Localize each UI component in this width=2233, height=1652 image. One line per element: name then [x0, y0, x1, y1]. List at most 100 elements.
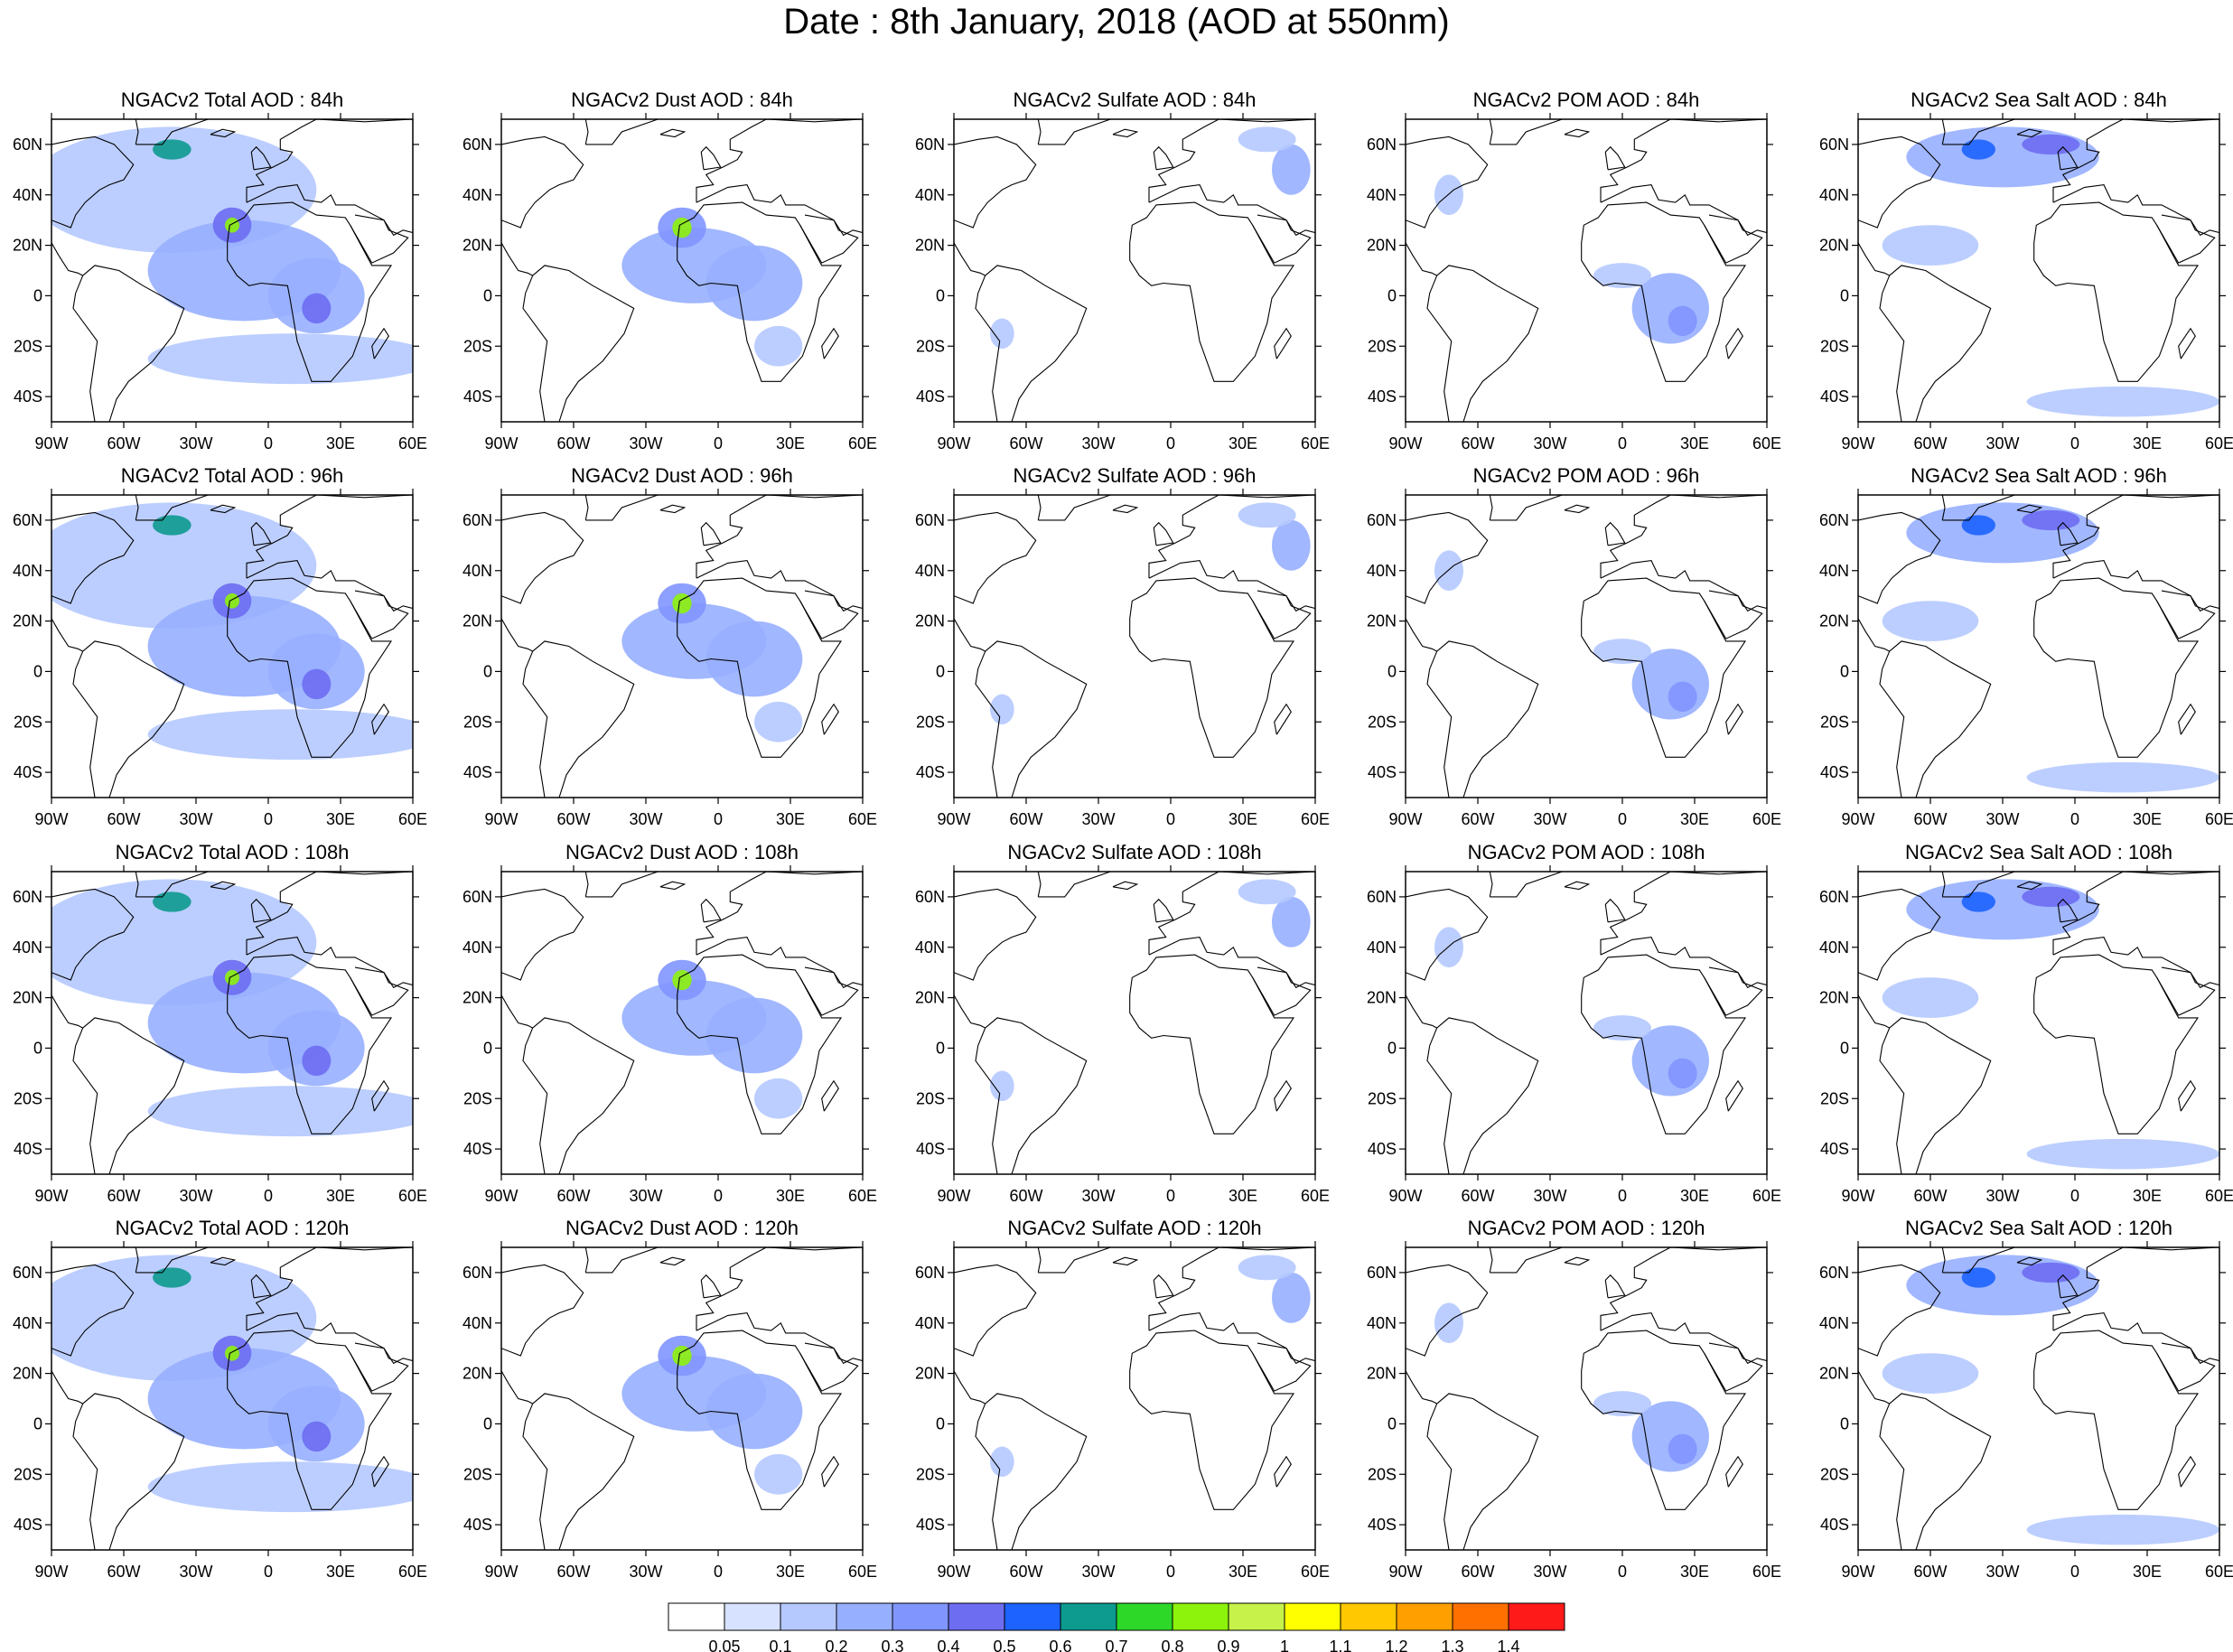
aerosol-field — [754, 1453, 803, 1495]
coastline — [72, 1393, 185, 1550]
map-area — [1858, 119, 2219, 422]
coastline — [2033, 1330, 2200, 1510]
coastline — [799, 966, 859, 1016]
panel-title: NGACv2 Total AOD : 96h — [121, 464, 344, 487]
coastline — [821, 1455, 839, 1488]
coastline — [1564, 881, 1591, 891]
colorbar-swatch — [724, 1602, 781, 1631]
coastline — [821, 703, 839, 735]
lon-tick-label: 0 — [264, 1563, 273, 1581]
lat-tick-label: 0 — [33, 1039, 42, 1057]
lon-tick-label: 0 — [1166, 1187, 1175, 1205]
panel-title: NGACv2 Total AOD : 84h — [121, 89, 344, 111]
lon-tick-label: 30W — [1985, 1563, 2019, 1581]
lon-tick-label: 90W — [484, 810, 518, 828]
map-frame — [1405, 1246, 1768, 1551]
aerosol-field — [2022, 886, 2080, 908]
coastline — [2178, 703, 2196, 735]
lon-tick-label: 60W — [1461, 810, 1494, 828]
map-frame — [1857, 494, 2220, 798]
coastline — [1153, 145, 1174, 171]
map-area — [501, 495, 863, 798]
lon-tick-label: 90W — [1841, 1563, 1874, 1581]
lat-tick-label: 20S — [1368, 337, 1397, 355]
aerosol-field — [302, 1045, 332, 1077]
lon-tick-label: 30E — [1680, 1563, 1709, 1581]
coastline — [1406, 888, 1489, 981]
coastline — [1252, 590, 1312, 639]
lon-tick-label: 0 — [2070, 1187, 2079, 1205]
colorbar-swatch — [1228, 1602, 1285, 1631]
coastline — [954, 1264, 1037, 1357]
coastline — [1148, 119, 1315, 237]
coastline — [1581, 201, 1747, 382]
lon-tick-label: 0 — [1166, 434, 1175, 453]
lat-tick-label: 40S — [916, 763, 945, 781]
coastline — [2178, 327, 2196, 359]
coastline — [1037, 872, 1111, 898]
coastline — [677, 577, 843, 758]
coastline — [135, 495, 209, 521]
lon-tick-label: 60W — [107, 1187, 140, 1205]
lon-tick-label: 90W — [34, 1187, 68, 1205]
lon-tick-label: 60W — [1461, 1187, 1494, 1205]
lat-tick-label: 40N — [462, 938, 492, 957]
coastline — [227, 201, 393, 382]
map-area — [501, 872, 863, 1174]
colorbar-label: 1 — [1280, 1638, 1289, 1652]
lat-tick-label: 40S — [14, 387, 42, 406]
aerosol-field — [153, 515, 192, 536]
coastline — [501, 242, 533, 276]
lon-tick-label: 30E — [1229, 1563, 1257, 1581]
map-area — [51, 1247, 413, 1550]
lat-tick-label: 40S — [1820, 1516, 1849, 1534]
map-frame — [1405, 118, 1768, 423]
coastline — [584, 872, 659, 898]
lat-tick-label: 40S — [1368, 763, 1397, 781]
lon-tick-label: 30W — [629, 1187, 662, 1205]
map-frame — [500, 871, 864, 1175]
aerosol-field — [1593, 263, 1651, 289]
coastline — [1112, 128, 1139, 138]
coastline — [2052, 495, 2219, 612]
lat-tick-label: 40N — [13, 562, 42, 580]
coastline — [1564, 128, 1591, 138]
lon-tick-label: 30W — [629, 1563, 662, 1581]
coastline — [1112, 881, 1139, 891]
map-frame — [1857, 118, 2220, 423]
panel-title: NGACv2 Dust AOD : 84h — [571, 89, 793, 111]
aerosol-field — [302, 1421, 332, 1452]
aerosol-field — [990, 1446, 1014, 1478]
aerosol-field — [1238, 1255, 1296, 1281]
lon-tick-label: 90W — [34, 810, 68, 828]
lon-tick-label: 30E — [1680, 810, 1709, 828]
coastline — [584, 495, 659, 521]
coastline — [72, 265, 185, 422]
coastline — [1252, 966, 1312, 1016]
panel-title: NGACv2 Sulfate AOD : 96h — [1013, 464, 1256, 487]
map-panel: NGACv2 Sea Salt AOD : 108h 60N 40N 20N 0 20S 4… — [1819, 841, 2233, 1205]
coastline — [72, 640, 185, 798]
coastline — [1704, 590, 1763, 639]
map-area — [51, 495, 413, 798]
lon-tick-label: 30W — [1533, 1187, 1566, 1205]
lon-tick-label: 60W — [1913, 1187, 1947, 1205]
lat-tick-label: 20S — [916, 713, 945, 731]
aerosol-field — [1882, 601, 1979, 641]
coastline — [51, 511, 135, 604]
coastline — [1112, 504, 1139, 514]
lon-tick-label: 30E — [1229, 1187, 1257, 1205]
lat-tick-label: 40N — [915, 562, 945, 580]
lat-tick-label: 0 — [33, 662, 42, 680]
map-frame — [51, 871, 414, 1175]
lat-tick-label: 60N — [462, 135, 492, 154]
map-area — [1858, 872, 2219, 1174]
colorbar-label: 1.2 — [1385, 1638, 1407, 1652]
coastline — [975, 640, 1088, 798]
coastline — [1489, 495, 1563, 521]
lon-tick-label: 60E — [1301, 1563, 1330, 1581]
lon-tick-label: 30E — [326, 810, 355, 828]
lon-tick-label: 0 — [714, 1187, 723, 1205]
aerosol-field — [2022, 509, 2080, 531]
map-frame — [1405, 494, 1768, 798]
